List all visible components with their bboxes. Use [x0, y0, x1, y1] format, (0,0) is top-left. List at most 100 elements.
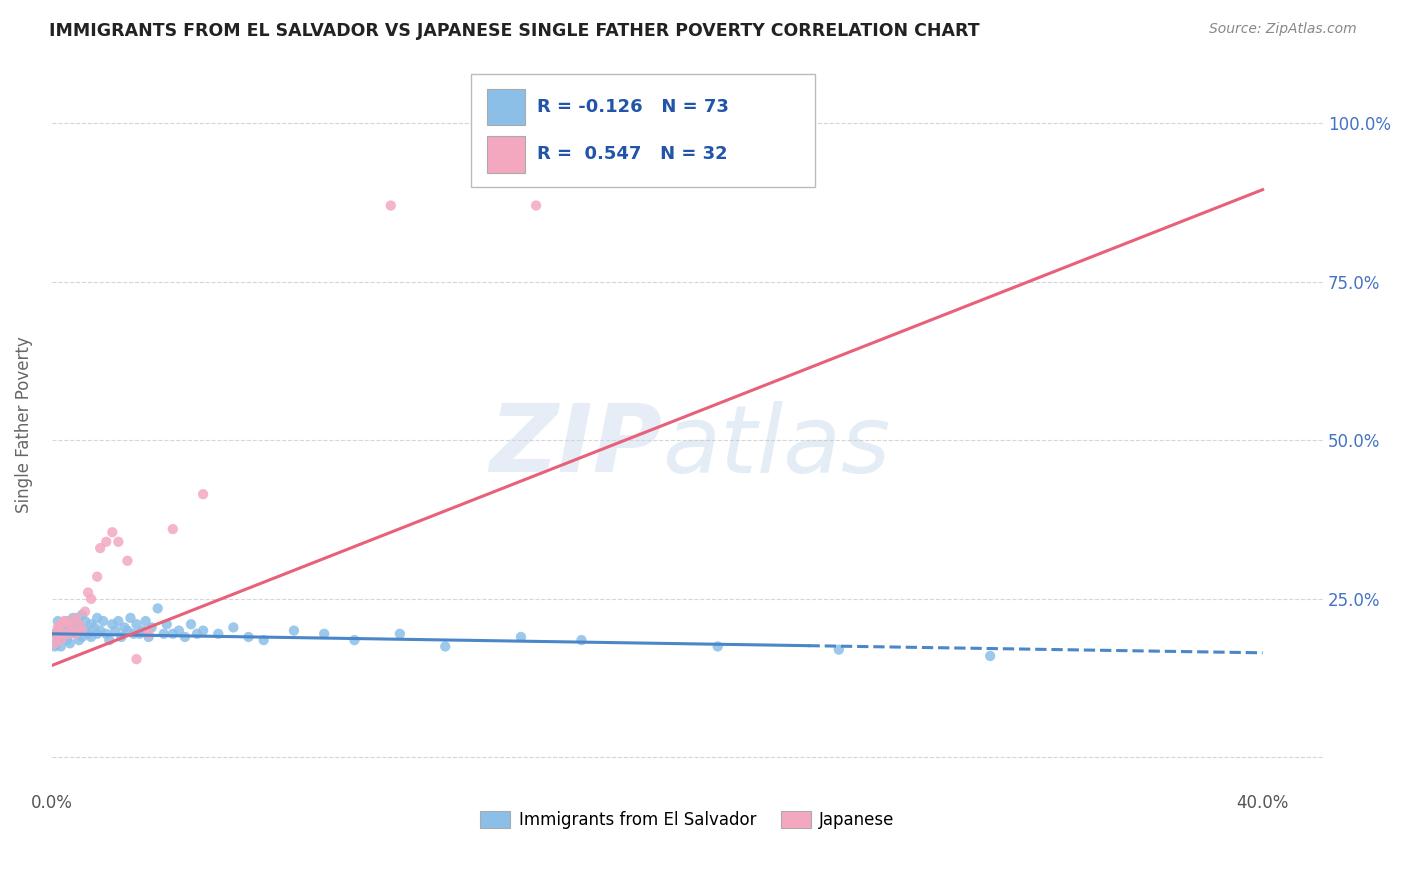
- Point: [86, 627, 108, 641]
- Point: [67, 617, 90, 632]
- Point: [73, 614, 96, 628]
- Point: [380, 198, 402, 212]
- Point: [135, 614, 157, 628]
- Point: [138, 630, 160, 644]
- Point: [46, 620, 69, 634]
- Point: [46, 627, 69, 641]
- Point: [59, 620, 82, 634]
- Point: [80, 591, 103, 606]
- Point: [49, 624, 72, 638]
- Bar: [486, 136, 524, 173]
- Point: [238, 630, 260, 644]
- Point: [46, 614, 69, 628]
- Point: [56, 633, 79, 648]
- Point: [62, 624, 84, 638]
- Point: [49, 630, 72, 644]
- Point: [67, 633, 90, 648]
- Point: [314, 627, 336, 641]
- Point: [46, 633, 69, 648]
- Point: [49, 640, 72, 654]
- Point: [44, 627, 66, 641]
- Point: [104, 624, 127, 638]
- Point: [59, 617, 82, 632]
- Point: [56, 627, 79, 641]
- Point: [120, 611, 142, 625]
- Point: [388, 627, 411, 641]
- Point: [59, 627, 82, 641]
- Point: [979, 648, 1001, 663]
- Text: atlas: atlas: [662, 401, 890, 491]
- Point: [706, 640, 728, 654]
- Point: [62, 624, 84, 638]
- Point: [70, 630, 93, 644]
- Point: [83, 620, 105, 634]
- Point: [70, 624, 93, 638]
- Point: [138, 627, 160, 641]
- Point: [49, 633, 72, 648]
- Point: [44, 640, 66, 654]
- Point: [117, 554, 139, 568]
- Point: [65, 627, 87, 641]
- Legend: Immigrants from El Salvador, Japanese: Immigrants from El Salvador, Japanese: [474, 804, 901, 836]
- Point: [167, 624, 190, 638]
- Point: [80, 630, 103, 644]
- Point: [146, 601, 169, 615]
- Point: [162, 522, 184, 536]
- Point: [524, 198, 547, 212]
- Text: Source: ZipAtlas.com: Source: ZipAtlas.com: [1209, 22, 1357, 37]
- Point: [56, 614, 79, 628]
- Point: [52, 614, 75, 628]
- Point: [52, 627, 75, 641]
- Point: [56, 624, 79, 638]
- Point: [828, 642, 851, 657]
- Point: [112, 620, 135, 634]
- Point: [117, 624, 139, 638]
- Point: [59, 636, 82, 650]
- Point: [89, 541, 111, 555]
- Point: [80, 617, 103, 632]
- Point: [96, 534, 118, 549]
- Point: [510, 630, 533, 644]
- Point: [44, 636, 66, 650]
- Point: [571, 633, 593, 648]
- Bar: [486, 89, 524, 125]
- Point: [191, 487, 214, 501]
- Point: [186, 627, 208, 641]
- Point: [56, 614, 79, 628]
- Point: [141, 620, 163, 634]
- Point: [65, 627, 87, 641]
- Point: [65, 611, 87, 625]
- Point: [49, 617, 72, 632]
- Text: R = -0.126   N = 73: R = -0.126 N = 73: [537, 98, 730, 116]
- Point: [107, 614, 129, 628]
- Point: [77, 627, 100, 641]
- FancyBboxPatch shape: [471, 74, 814, 187]
- Point: [44, 627, 66, 641]
- Point: [73, 605, 96, 619]
- Point: [101, 617, 124, 632]
- Point: [70, 607, 93, 622]
- Point: [131, 624, 153, 638]
- Point: [434, 640, 457, 654]
- Point: [65, 614, 87, 628]
- Point: [67, 617, 90, 632]
- Point: [122, 627, 145, 641]
- Point: [125, 652, 148, 666]
- Point: [62, 611, 84, 625]
- Y-axis label: Single Father Poverty: Single Father Poverty: [15, 336, 32, 513]
- Point: [89, 624, 111, 638]
- Point: [107, 534, 129, 549]
- Point: [52, 627, 75, 641]
- Point: [283, 624, 305, 638]
- Point: [343, 633, 366, 648]
- Point: [191, 624, 214, 638]
- Point: [52, 617, 75, 632]
- Point: [73, 624, 96, 638]
- Point: [46, 624, 69, 638]
- Text: R =  0.547   N = 32: R = 0.547 N = 32: [537, 145, 728, 163]
- Point: [125, 617, 148, 632]
- Point: [86, 611, 108, 625]
- Point: [156, 617, 179, 632]
- Text: IMMIGRANTS FROM EL SALVADOR VS JAPANESE SINGLE FATHER POVERTY CORRELATION CHART: IMMIGRANTS FROM EL SALVADOR VS JAPANESE …: [49, 22, 980, 40]
- Point: [253, 633, 276, 648]
